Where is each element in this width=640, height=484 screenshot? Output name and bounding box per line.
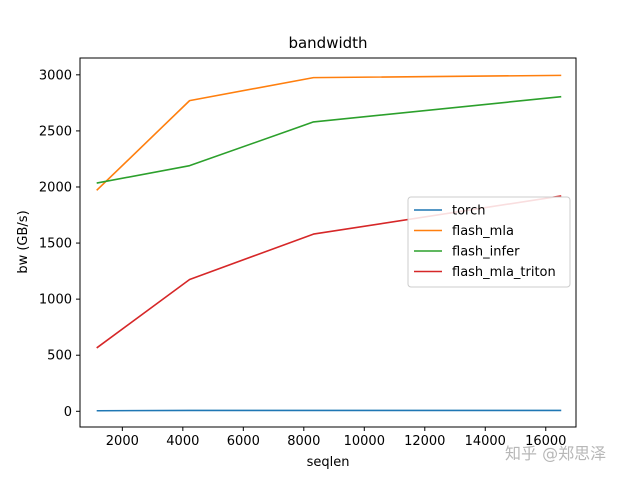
legend-label-flash-infer: flash_infer	[452, 245, 520, 260]
y-axis-label: bw (GB/s)	[16, 210, 31, 273]
x-tick-label: 8000	[287, 434, 320, 449]
y-axis: 0 500 1000 1500 2000 2500 3000	[39, 68, 80, 419]
legend: torch flash_mla flash_infer flash_mla_trito…	[408, 197, 570, 287]
x-axis-label: seqlen	[307, 455, 350, 470]
y-tick-label: 1000	[39, 293, 72, 308]
x-tick-label: 4000	[166, 434, 199, 449]
legend-label-torch: torch	[452, 204, 486, 219]
y-tick-label: 0	[64, 405, 72, 420]
y-tick-label: 1500	[39, 237, 72, 252]
legend-label-flash-mla-triton: flash_mla_triton	[452, 265, 556, 280]
series-line-flash-infer	[97, 97, 562, 183]
series-line-flash-mla	[97, 75, 562, 190]
y-tick-label: 3000	[39, 68, 72, 83]
x-tick-label: 6000	[227, 434, 260, 449]
x-tick-label: 10000	[344, 434, 385, 449]
y-tick-label: 500	[47, 349, 72, 364]
y-tick-label: 2500	[39, 124, 72, 139]
x-tick-label: 14000	[465, 434, 506, 449]
x-tick-label: 12000	[404, 434, 445, 449]
chart-title: bandwidth	[288, 34, 367, 52]
legend-label-flash-mla: flash_mla	[452, 224, 514, 239]
x-tick-label: 2000	[106, 434, 139, 449]
y-tick-label: 2000	[39, 180, 72, 195]
watermark: 知乎 @郑思泽	[505, 440, 606, 464]
